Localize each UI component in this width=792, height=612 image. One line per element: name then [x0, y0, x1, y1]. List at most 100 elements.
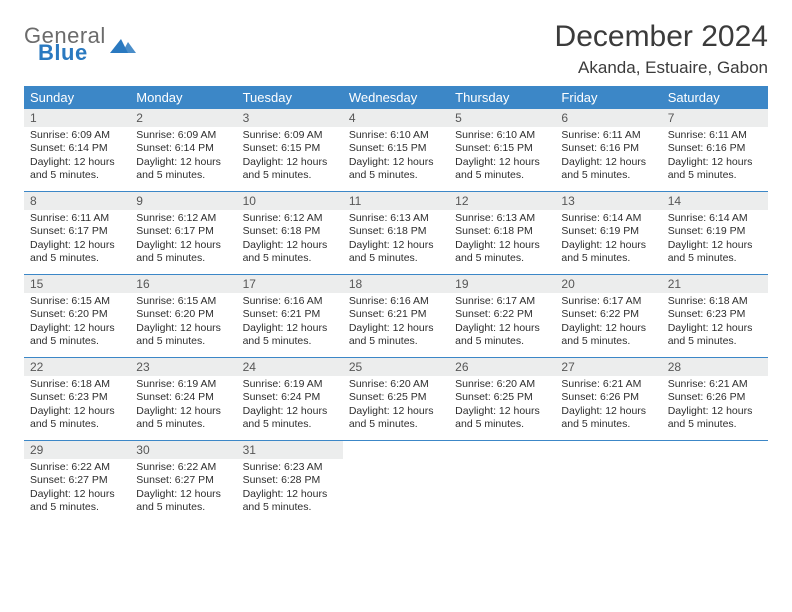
sunset-line: Sunset: 6:18 PM: [349, 225, 443, 238]
daylight-line: Daylight: 12 hours and 5 minutes.: [136, 322, 230, 349]
month-title: December 2024: [555, 20, 768, 54]
sunrise-line: Sunrise: 6:09 AM: [30, 129, 124, 142]
day-detail: Sunrise: 6:21 AMSunset: 6:26 PMDaylight:…: [662, 376, 768, 436]
calendar-page: General Blue December 2024 Akanda, Estua…: [0, 0, 792, 543]
day-number: 3: [237, 109, 343, 127]
calendar-day-cell: 3Sunrise: 6:09 AMSunset: 6:15 PMDaylight…: [237, 109, 343, 191]
day-number: 5: [449, 109, 555, 127]
calendar-day-cell: 15Sunrise: 6:15 AMSunset: 6:20 PMDayligh…: [24, 275, 130, 357]
day-detail: Sunrise: 6:22 AMSunset: 6:27 PMDaylight:…: [130, 459, 236, 519]
daylight-line: Daylight: 12 hours and 5 minutes.: [561, 239, 655, 266]
day-number: 23: [130, 358, 236, 376]
day-detail: [343, 459, 449, 465]
calendar-day-cell: 25Sunrise: 6:20 AMSunset: 6:25 PMDayligh…: [343, 358, 449, 440]
daylight-line: Daylight: 12 hours and 5 minutes.: [561, 322, 655, 349]
day-detail: Sunrise: 6:10 AMSunset: 6:15 PMDaylight:…: [343, 127, 449, 187]
daylight-line: Daylight: 12 hours and 5 minutes.: [243, 239, 337, 266]
sunset-line: Sunset: 6:26 PM: [668, 391, 762, 404]
sunset-line: Sunset: 6:28 PM: [243, 474, 337, 487]
sunset-line: Sunset: 6:15 PM: [243, 142, 337, 155]
day-number: 8: [24, 192, 130, 210]
daylight-line: Daylight: 12 hours and 5 minutes.: [30, 488, 124, 515]
weeks-container: 1Sunrise: 6:09 AMSunset: 6:14 PMDaylight…: [24, 109, 768, 523]
day-detail: Sunrise: 6:11 AMSunset: 6:16 PMDaylight:…: [662, 127, 768, 187]
calendar-day-cell: 27Sunrise: 6:21 AMSunset: 6:26 PMDayligh…: [555, 358, 661, 440]
sunrise-line: Sunrise: 6:15 AM: [30, 295, 124, 308]
sunset-line: Sunset: 6:16 PM: [561, 142, 655, 155]
day-number: 22: [24, 358, 130, 376]
sunrise-line: Sunrise: 6:11 AM: [668, 129, 762, 142]
calendar-day-cell: 2Sunrise: 6:09 AMSunset: 6:14 PMDaylight…: [130, 109, 236, 191]
sunrise-line: Sunrise: 6:11 AM: [561, 129, 655, 142]
sunset-line: Sunset: 6:14 PM: [136, 142, 230, 155]
daylight-line: Daylight: 12 hours and 5 minutes.: [243, 488, 337, 515]
daylight-line: Daylight: 12 hours and 5 minutes.: [668, 405, 762, 432]
sunset-line: Sunset: 6:25 PM: [455, 391, 549, 404]
day-number: 15: [24, 275, 130, 293]
daylight-line: Daylight: 12 hours and 5 minutes.: [30, 405, 124, 432]
day-of-week-header: Friday: [555, 86, 661, 109]
sunset-line: Sunset: 6:22 PM: [561, 308, 655, 321]
calendar-day-cell: [449, 441, 555, 523]
sunrise-line: Sunrise: 6:17 AM: [561, 295, 655, 308]
location-subtitle: Akanda, Estuaire, Gabon: [555, 58, 768, 78]
day-detail: Sunrise: 6:15 AMSunset: 6:20 PMDaylight:…: [24, 293, 130, 353]
day-number: 9: [130, 192, 236, 210]
triangle-icon: [110, 35, 136, 55]
day-detail: Sunrise: 6:18 AMSunset: 6:23 PMDaylight:…: [662, 293, 768, 353]
daylight-line: Daylight: 12 hours and 5 minutes.: [349, 405, 443, 432]
calendar-week-row: 15Sunrise: 6:15 AMSunset: 6:20 PMDayligh…: [24, 275, 768, 358]
daylight-line: Daylight: 12 hours and 5 minutes.: [30, 239, 124, 266]
day-detail: Sunrise: 6:09 AMSunset: 6:14 PMDaylight:…: [130, 127, 236, 187]
sunrise-line: Sunrise: 6:20 AM: [349, 378, 443, 391]
sunrise-line: Sunrise: 6:22 AM: [30, 461, 124, 474]
logo-text: General Blue: [24, 26, 106, 64]
calendar-day-cell: 18Sunrise: 6:16 AMSunset: 6:21 PMDayligh…: [343, 275, 449, 357]
sunrise-line: Sunrise: 6:12 AM: [243, 212, 337, 225]
day-number: 31: [237, 441, 343, 459]
sunrise-line: Sunrise: 6:20 AM: [455, 378, 549, 391]
day-number: [343, 441, 449, 459]
title-block: December 2024 Akanda, Estuaire, Gabon: [555, 20, 768, 78]
daylight-line: Daylight: 12 hours and 5 minutes.: [668, 239, 762, 266]
day-number: 28: [662, 358, 768, 376]
day-of-week-header: Sunday: [24, 86, 130, 109]
sunset-line: Sunset: 6:18 PM: [243, 225, 337, 238]
calendar-week-row: 8Sunrise: 6:11 AMSunset: 6:17 PMDaylight…: [24, 192, 768, 275]
day-number: 10: [237, 192, 343, 210]
day-number: 6: [555, 109, 661, 127]
daylight-line: Daylight: 12 hours and 5 minutes.: [455, 156, 549, 183]
sunrise-line: Sunrise: 6:21 AM: [668, 378, 762, 391]
day-number: 14: [662, 192, 768, 210]
calendar-day-cell: 26Sunrise: 6:20 AMSunset: 6:25 PMDayligh…: [449, 358, 555, 440]
sunset-line: Sunset: 6:16 PM: [668, 142, 762, 155]
daylight-line: Daylight: 12 hours and 5 minutes.: [455, 405, 549, 432]
sunrise-line: Sunrise: 6:16 AM: [349, 295, 443, 308]
calendar-day-cell: 29Sunrise: 6:22 AMSunset: 6:27 PMDayligh…: [24, 441, 130, 523]
day-of-week-header: Saturday: [662, 86, 768, 109]
calendar-day-cell: 6 Sunrise: 6:11 AMSunset: 6:16 PMDaylight…: [555, 109, 661, 191]
day-number: 13: [555, 192, 661, 210]
sunrise-line: Sunrise: 6:22 AM: [136, 461, 230, 474]
calendar-day-cell: [555, 441, 661, 523]
daylight-line: Daylight: 12 hours and 5 minutes.: [243, 405, 337, 432]
calendar-day-cell: 22Sunrise: 6:18 AMSunset: 6:23 PMDayligh…: [24, 358, 130, 440]
daylight-line: Daylight: 12 hours and 5 minutes.: [561, 156, 655, 183]
sunset-line: Sunset: 6:23 PM: [668, 308, 762, 321]
day-detail: Sunrise: 6:14 AMSunset: 6:19 PMDaylight:…: [662, 210, 768, 270]
sunset-line: Sunset: 6:17 PM: [30, 225, 124, 238]
day-detail: [555, 459, 661, 465]
sunrise-line: Sunrise: 6:17 AM: [455, 295, 549, 308]
day-detail: Sunrise: 6:09 AMSunset: 6:14 PMDaylight:…: [24, 127, 130, 187]
calendar-week-row: 22Sunrise: 6:18 AMSunset: 6:23 PMDayligh…: [24, 358, 768, 441]
calendar-day-cell: [343, 441, 449, 523]
day-number: 19: [449, 275, 555, 293]
calendar-day-cell: 24Sunrise: 6:19 AMSunset: 6:24 PMDayligh…: [237, 358, 343, 440]
day-detail: Sunrise: 6:23 AMSunset: 6:28 PMDaylight:…: [237, 459, 343, 519]
daylight-line: Daylight: 12 hours and 5 minutes.: [30, 156, 124, 183]
day-number: 1: [24, 109, 130, 127]
calendar-day-cell: 17Sunrise: 6:16 AMSunset: 6:21 PMDayligh…: [237, 275, 343, 357]
day-number: 21: [662, 275, 768, 293]
day-number: 20: [555, 275, 661, 293]
day-detail: Sunrise: 6:20 AMSunset: 6:25 PMDaylight:…: [449, 376, 555, 436]
